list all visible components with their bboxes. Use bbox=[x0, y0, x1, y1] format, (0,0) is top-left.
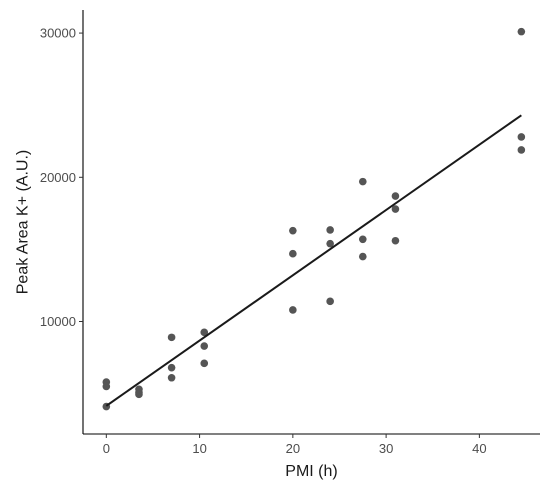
data-points bbox=[102, 27, 526, 411]
data-point bbox=[200, 342, 209, 350]
data-point bbox=[289, 226, 297, 235]
axes bbox=[82, 10, 540, 435]
data-point bbox=[326, 226, 334, 234]
data-point bbox=[517, 146, 526, 154]
x-tick-label: 20 bbox=[286, 441, 300, 456]
x-axis-title: PMI (h) bbox=[285, 463, 337, 480]
data-point bbox=[167, 333, 176, 342]
data-point bbox=[167, 373, 176, 382]
data-point bbox=[358, 177, 367, 186]
data-point bbox=[200, 328, 209, 337]
x-tick-label: 10 bbox=[192, 441, 206, 456]
y-tick-label: 10000 bbox=[40, 314, 76, 329]
data-point bbox=[326, 239, 334, 248]
data-point bbox=[102, 382, 111, 391]
data-point bbox=[391, 236, 400, 245]
data-point bbox=[391, 192, 400, 200]
regression-line-group bbox=[105, 114, 522, 407]
data-point bbox=[135, 390, 143, 399]
y-tick-label: 30000 bbox=[40, 26, 76, 41]
y-tick-label: 20000 bbox=[40, 170, 76, 185]
data-point bbox=[358, 235, 367, 244]
data-point bbox=[391, 205, 400, 213]
data-point bbox=[167, 363, 176, 372]
data-point bbox=[289, 306, 297, 314]
x-tick-label: 0 bbox=[103, 441, 110, 456]
data-point bbox=[200, 359, 209, 368]
regression-line bbox=[105, 114, 522, 407]
data-point bbox=[517, 27, 526, 36]
y-axis-title: Peak Area K+ (A.U.) bbox=[15, 150, 32, 295]
x-tick-label: 30 bbox=[379, 441, 393, 456]
data-point bbox=[326, 297, 334, 306]
data-point bbox=[289, 249, 297, 258]
x-tick-label: 40 bbox=[472, 441, 486, 456]
ticks: 0 10 20 30 40 10000 20000 30000 bbox=[40, 26, 487, 456]
data-point bbox=[517, 133, 526, 141]
data-point bbox=[358, 252, 367, 261]
